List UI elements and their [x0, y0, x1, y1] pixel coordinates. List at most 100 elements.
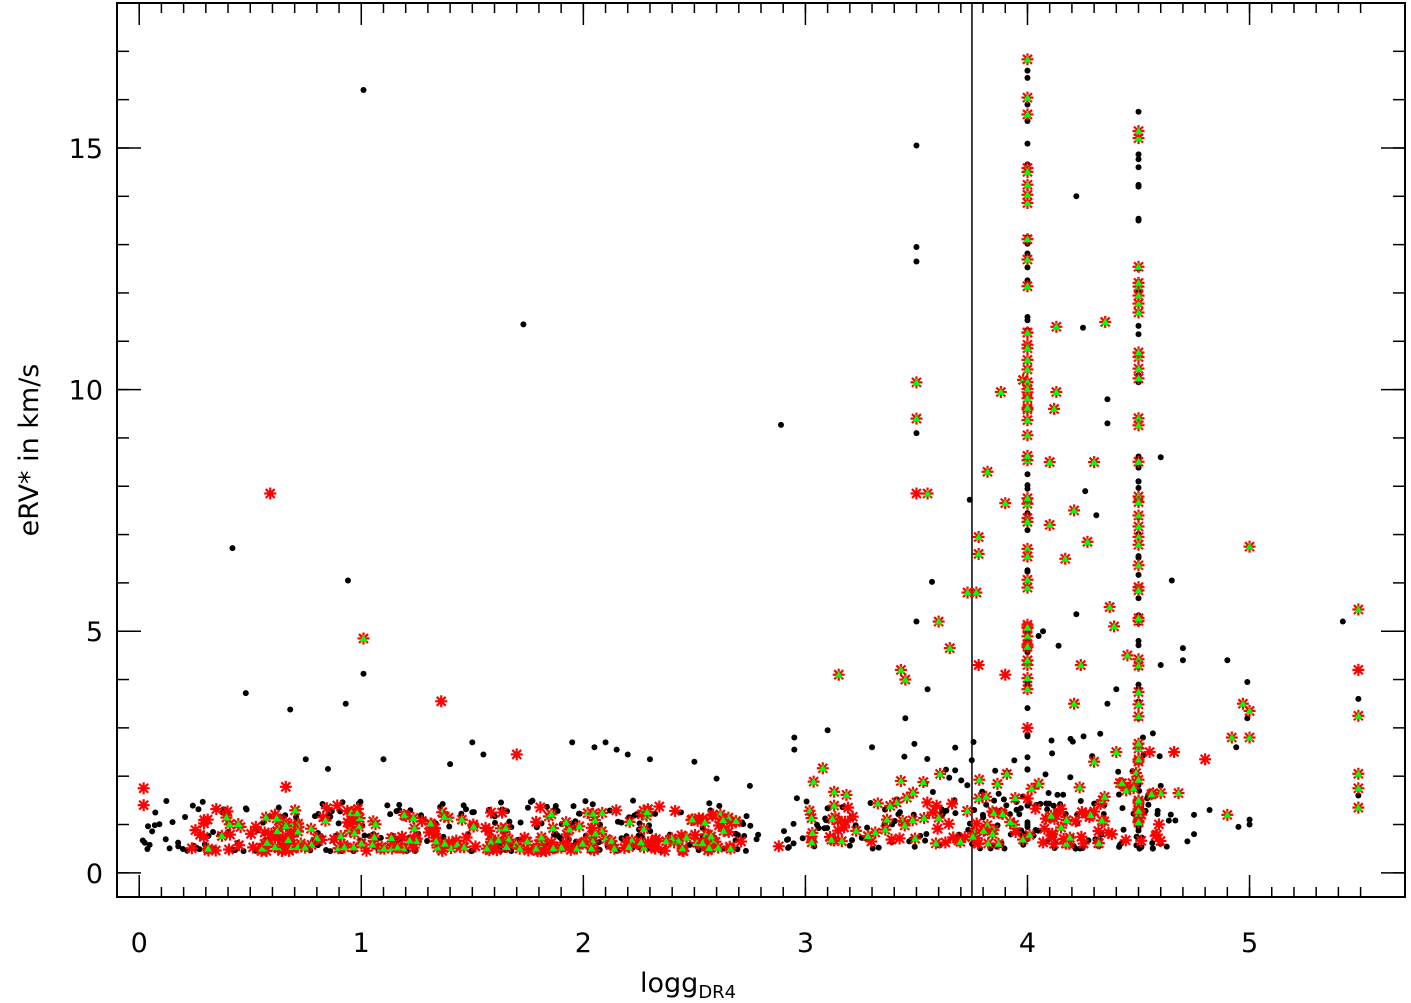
green-triangle-point [835, 835, 848, 848]
black-dot-point [1191, 831, 1198, 838]
black-dot-point [242, 805, 249, 812]
green-triangle-point [1236, 697, 1249, 710]
green-triangle-point [1352, 782, 1365, 795]
black-dot-point [242, 690, 249, 697]
red-star-point [1048, 837, 1061, 850]
green-triangle-point [1132, 737, 1145, 750]
black-dot-point [913, 142, 920, 149]
green-triangle-point [1068, 697, 1081, 710]
green-triangle-point [918, 812, 931, 825]
green-triangle-point [861, 830, 874, 843]
green-triangle-point [1021, 383, 1034, 396]
green-triangle-point [1050, 386, 1063, 399]
red-star-point [244, 827, 257, 840]
black-dot-point [1077, 797, 1084, 804]
green-triangle-point [500, 840, 513, 853]
x-axis-label-subscript: DR4 [698, 982, 736, 1003]
green-triangle-point [347, 841, 360, 854]
green-triangle-point [334, 830, 347, 843]
black-dot-point [182, 814, 189, 821]
green-triangle-point [806, 827, 819, 840]
green-triangle-point [1021, 280, 1034, 293]
red-star-point [653, 800, 666, 813]
red-star-point [1102, 826, 1115, 839]
green-triangle-point [899, 673, 912, 686]
green-triangle-point [910, 412, 923, 425]
y-tick-label: 5 [86, 617, 103, 648]
green-triangle-point [1063, 831, 1076, 844]
black-dot-point [552, 803, 559, 810]
green-triangle-point [1021, 353, 1034, 366]
black-dot-point [785, 836, 792, 843]
red-star-point [201, 813, 214, 826]
green-triangle-point [1121, 649, 1134, 662]
green-triangle-point [972, 547, 985, 560]
black-dot-point [1024, 250, 1031, 257]
green-triangle-point [408, 822, 421, 835]
black-dot-point [396, 801, 403, 808]
black-dot-point [1165, 817, 1172, 824]
green-triangle-point [907, 786, 920, 799]
red-star-point [1054, 802, 1067, 815]
green-triangle-point [1021, 492, 1034, 505]
red-star-point [331, 799, 344, 812]
green-triangle-point [717, 824, 730, 837]
red-star-point [197, 830, 210, 843]
red-star-point [931, 822, 944, 835]
black-dot-point [964, 782, 971, 789]
green-triangle-point [1132, 698, 1145, 711]
green-triangle-point [282, 834, 295, 847]
green-triangle-point [438, 837, 451, 850]
black-dot-point [846, 842, 853, 849]
black-dot-point [1246, 821, 1253, 828]
tick-labels: 0 1 2 3 4 5 0 5 10 15 [69, 134, 1259, 959]
black-dot-point [169, 819, 176, 826]
green-triangle-point [455, 813, 468, 826]
black-dot-point [498, 799, 505, 806]
y-tick-label: 10 [69, 376, 103, 407]
data-points [137, 53, 1365, 858]
red-star-point [233, 839, 246, 852]
black-dot-point [966, 820, 973, 827]
black-dot-point [1135, 478, 1142, 485]
green-triangle-point [1021, 683, 1034, 696]
green-triangle-point [573, 820, 586, 833]
red-star-point [1075, 830, 1088, 843]
black-dot-point [803, 798, 810, 805]
green-triangle-point [1021, 550, 1034, 563]
green-triangle-point [530, 842, 543, 855]
red-star-point [264, 487, 277, 500]
black-dot-point [1179, 657, 1186, 664]
black-dot-point [1119, 805, 1126, 812]
black-dot-point [1172, 817, 1179, 824]
green-triangle-point [480, 842, 493, 855]
green-triangle-point [1059, 552, 1072, 565]
green-triangle-point [1132, 509, 1145, 522]
black-dot-point [1135, 554, 1142, 561]
black-dot-point [1355, 792, 1362, 799]
red-star-point [1149, 829, 1162, 842]
black-dot-point [1191, 811, 1198, 818]
black-dot-point [753, 836, 760, 843]
black-dot-point [1224, 657, 1231, 664]
green-triangle-point [1132, 584, 1145, 597]
green-triangle-point [805, 836, 818, 849]
black-dot-point [814, 821, 821, 828]
x-axis-label-main: logg [640, 968, 698, 999]
green-triangle-point [982, 837, 995, 850]
red-star-point [1119, 834, 1132, 847]
green-triangle-point [1021, 53, 1034, 66]
black-dot-point [790, 840, 797, 847]
red-star-point [469, 840, 482, 853]
green-triangle-point [1050, 320, 1063, 333]
green-triangle-point [994, 386, 1007, 399]
red-star-point [734, 835, 747, 848]
green-triangle-point [1021, 621, 1034, 634]
green-triangle-point [1092, 837, 1105, 850]
black-dot-point [570, 803, 577, 810]
red-star-point [893, 832, 906, 845]
black-dot-point [1024, 101, 1031, 108]
black-dot-point [380, 756, 387, 763]
black-dot-point [1080, 324, 1086, 331]
